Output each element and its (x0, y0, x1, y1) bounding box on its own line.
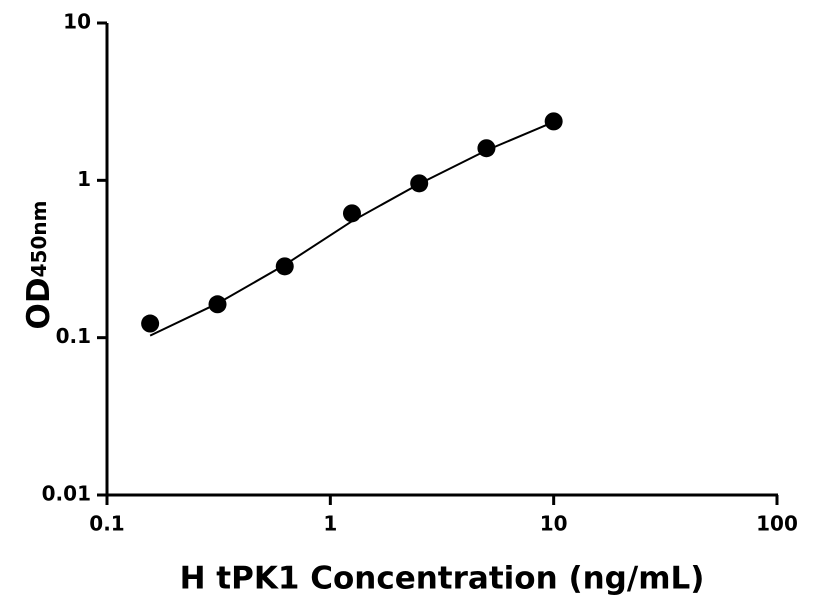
x-tick-label: 1 (323, 512, 337, 536)
y-tick-label: 0.01 (42, 482, 91, 506)
y-axis-label-main: OD (21, 277, 57, 329)
x-tick-label: 10 (540, 512, 568, 536)
fit-curve (149, 121, 555, 337)
y-tick-label: 0.1 (56, 324, 91, 348)
y-tick-label: 1 (77, 167, 91, 191)
y-axis-label: OD450nm (21, 201, 57, 330)
data-point (141, 314, 160, 333)
data-point (544, 112, 563, 131)
data-point (342, 204, 361, 223)
y-axis-label-sub: 450nm (27, 201, 51, 278)
x-axis-label: H tPK1 Concentration (ng/mL) (180, 561, 705, 597)
y-tick-label: 10 (63, 10, 91, 34)
x-tick-label: 0.1 (89, 512, 124, 536)
x-tick-label: 100 (756, 512, 798, 536)
